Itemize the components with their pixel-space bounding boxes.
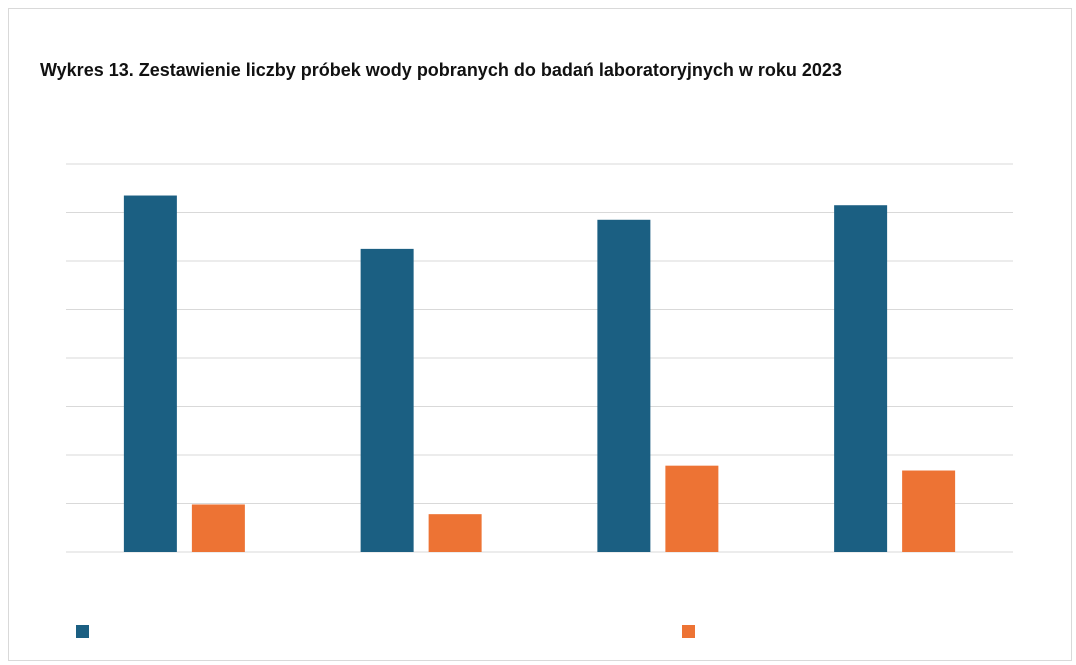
legend-swatch-series-2 (682, 625, 695, 638)
bar-series-1-category-4 (834, 205, 888, 552)
bars (123, 195, 956, 552)
legend-swatch-series-1 (76, 625, 89, 638)
bar-series-2-category-4 (902, 470, 956, 552)
legend-item-series-1 (76, 625, 97, 638)
bar-series-2-category-3 (665, 465, 719, 552)
bar-series-1-category-2 (360, 248, 414, 552)
legend-item-series-2 (682, 625, 703, 638)
bar-series-2-category-1 (191, 504, 245, 552)
bar-series-1-category-3 (597, 219, 651, 552)
chart-title: Wykres 13. Zestawienie liczby próbek wod… (40, 60, 842, 80)
bar-series-2-category-2 (428, 514, 482, 552)
bar-series-1-category-1 (123, 195, 177, 552)
